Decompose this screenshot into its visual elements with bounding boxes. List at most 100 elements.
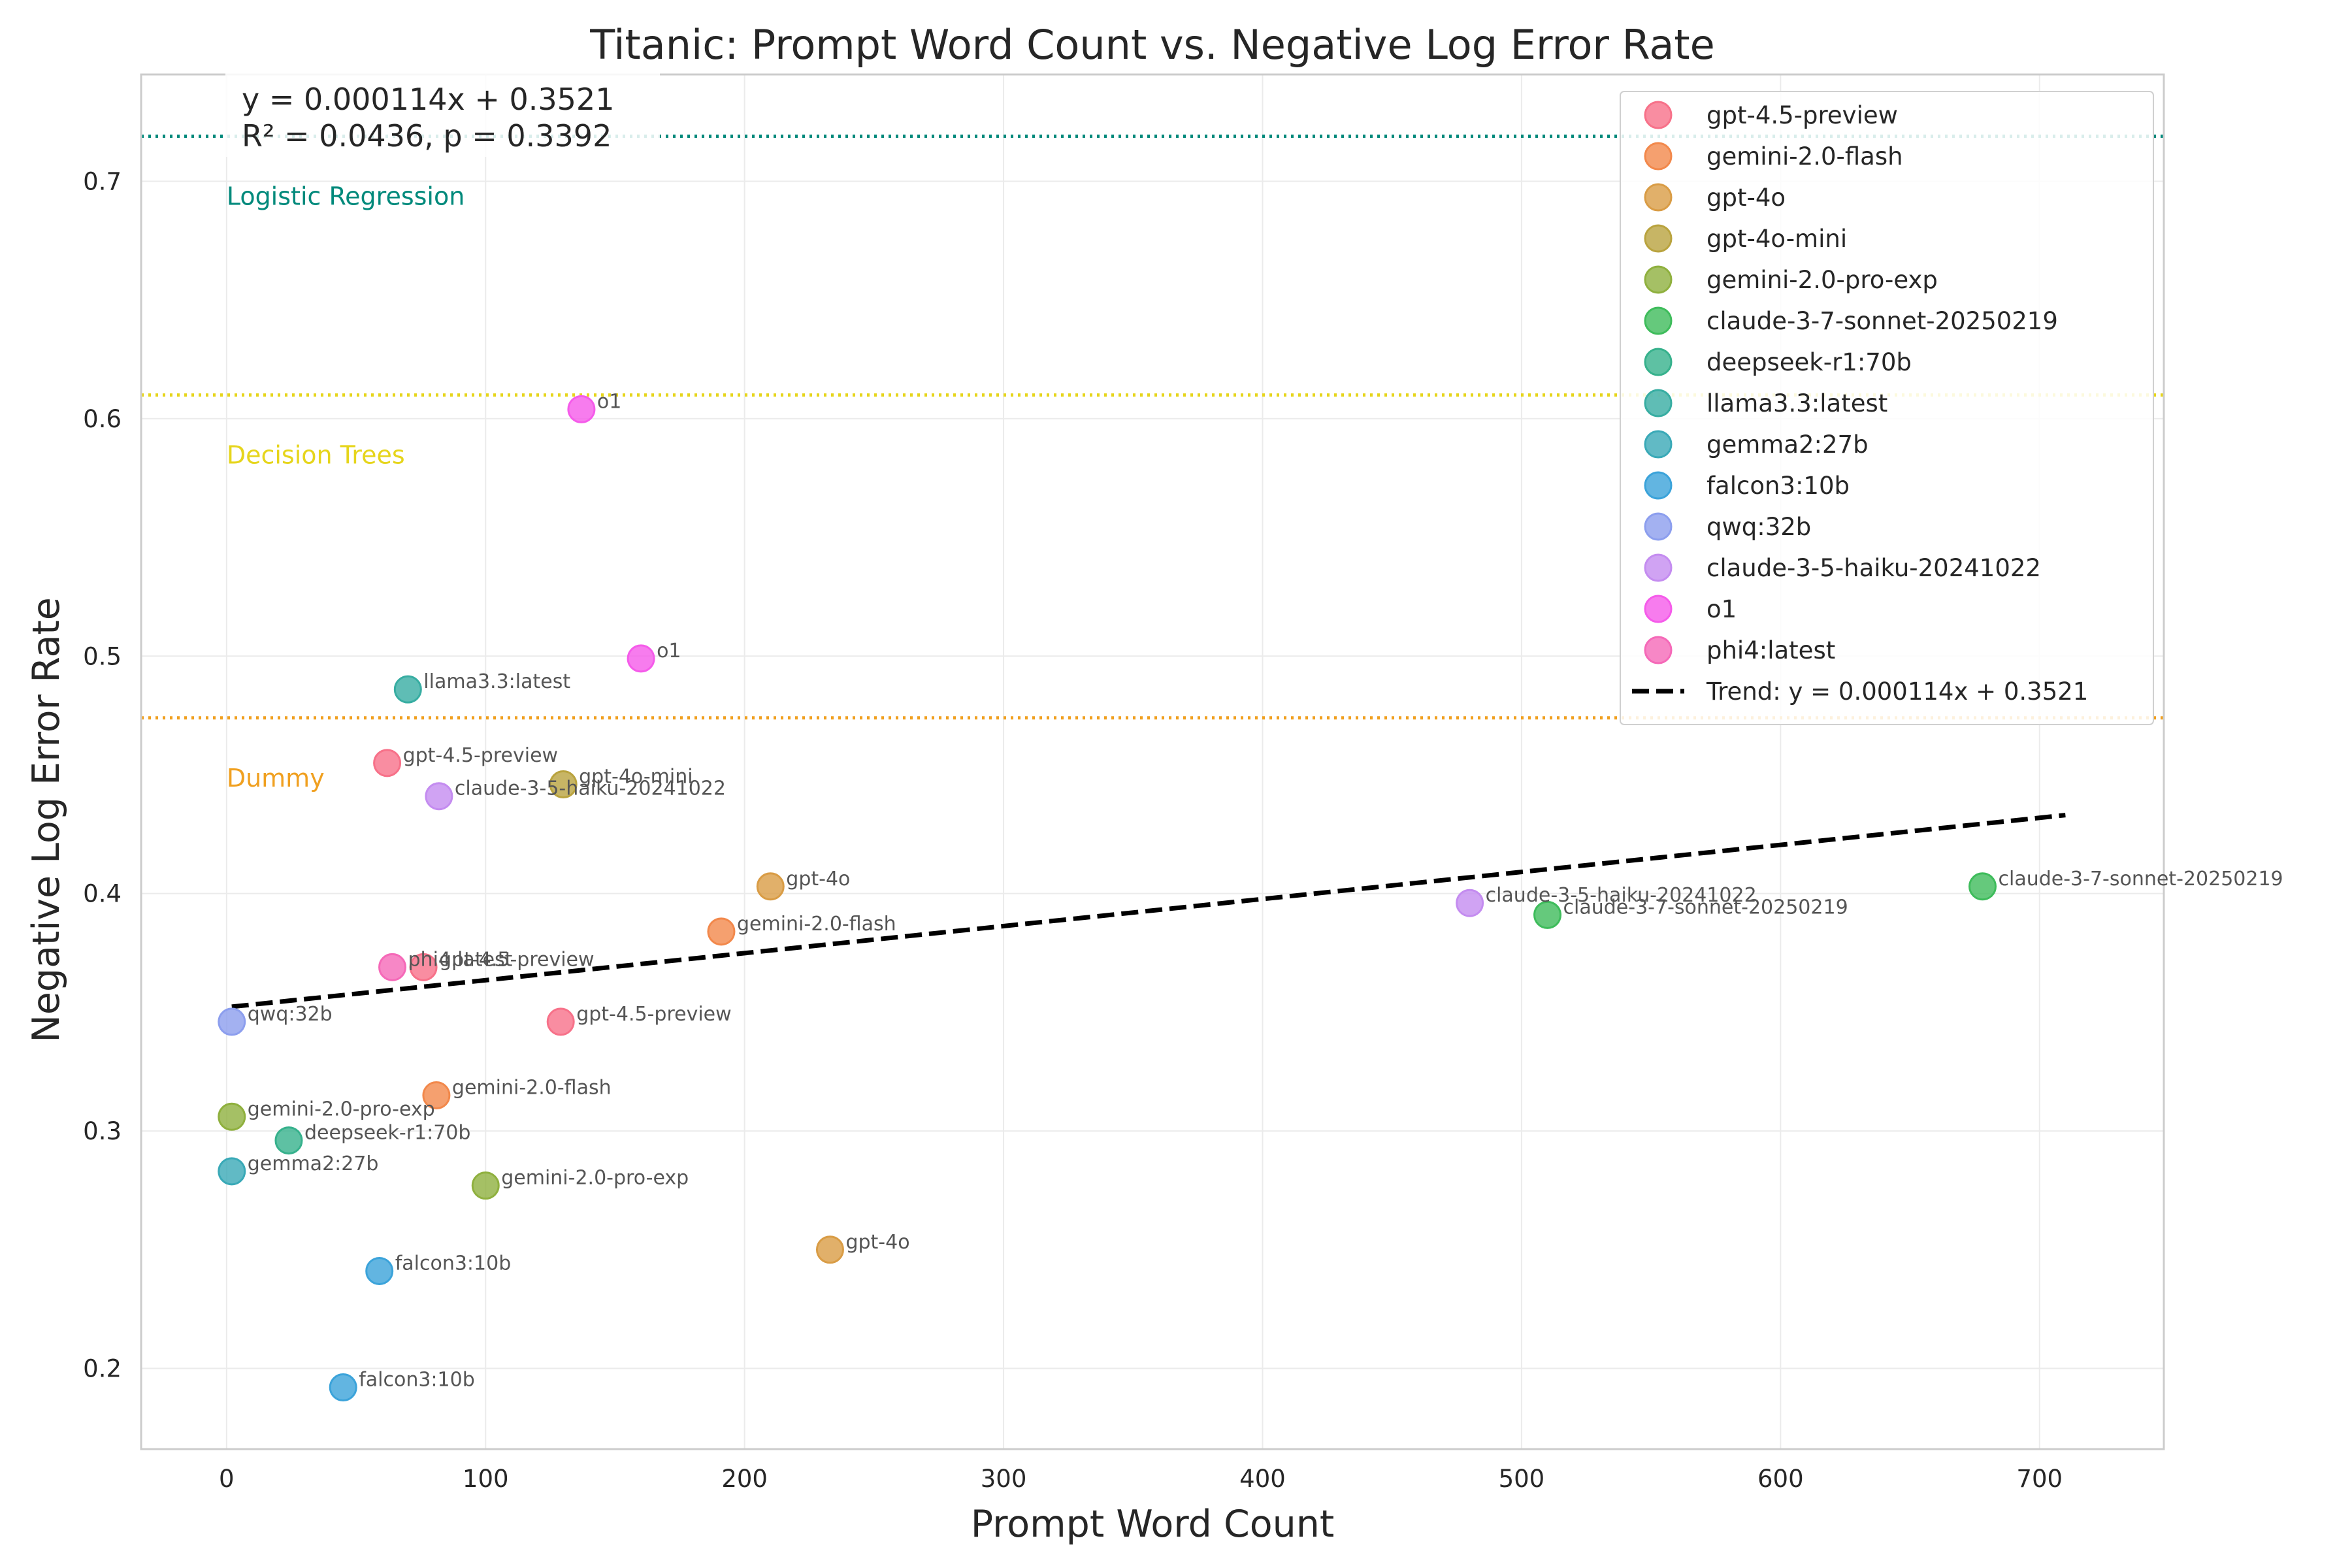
reference-line-label: Dummy <box>227 764 325 792</box>
x-axis-label: Prompt Word Count <box>971 1503 1335 1546</box>
data-point <box>567 395 596 423</box>
x-tick-label: 200 <box>721 1465 768 1493</box>
legend-marker <box>1644 553 1673 582</box>
x-tick-label: 700 <box>2016 1465 2063 1493</box>
data-point <box>1533 900 1562 929</box>
legend-marker <box>1644 430 1673 459</box>
legend-entry-label: gpt-4.5-preview <box>1707 101 1898 129</box>
chart-title: Titanic: Prompt Word Count vs. Negative … <box>589 21 1715 69</box>
data-point-label: falcon3:10b <box>359 1369 475 1392</box>
data-point <box>218 1007 246 1036</box>
data-point <box>422 1081 451 1110</box>
legend-entry-label: llama3.3:latest <box>1707 389 1887 417</box>
data-point <box>373 749 402 777</box>
y-tick-label: 0.4 <box>83 880 122 908</box>
legend-entry-label: gemini-2.0-flash <box>1707 142 1903 171</box>
legend-marker <box>1644 306 1673 335</box>
x-axis-ticks: 0 100 200 300 400 500 600 700 <box>219 1465 2063 1493</box>
legend-entry-label: gpt-4o <box>1707 184 1786 212</box>
data-point <box>471 1171 500 1200</box>
trend-line-path <box>231 813 2066 1009</box>
data-point <box>329 1373 357 1402</box>
legend-box <box>1620 91 2154 725</box>
data-point <box>1456 889 1484 917</box>
x-tick-label: 600 <box>1757 1465 1804 1493</box>
data-point-label: claude-3-7-sonnet-20250219 <box>1563 896 1848 919</box>
y-tick-label: 0.6 <box>83 405 122 433</box>
data-point <box>815 1235 844 1264</box>
data-point-label: deepseek-r1:70b <box>304 1122 470 1145</box>
data-point-label: gemini-2.0-flash <box>452 1077 612 1100</box>
data-point-label: qwq:32b <box>248 1003 333 1026</box>
data-point <box>627 644 655 673</box>
legend-entry-label: claude-3-7-sonnet-20250219 <box>1707 307 2058 335</box>
data-point <box>365 1256 394 1285</box>
legend: gpt-4.5-preview gemini-2.0-flash gpt-4o gpt… <box>1620 91 2154 725</box>
point-labels: gpt-4.5-preview gpt-4.5-preview gpt-4.5-pr… <box>248 390 2283 1391</box>
equation-line: y = 0.000114x + 0.3521 <box>242 82 614 117</box>
data-point <box>274 1126 303 1155</box>
legend-marker <box>1644 595 1673 623</box>
legend-entry-label: gemma2:27b <box>1707 431 1869 459</box>
data-point-label: gpt-4.5-preview <box>403 744 558 767</box>
data-point-label: gpt-4o <box>786 868 850 890</box>
trend-line <box>231 813 2066 1009</box>
legend-trend-label: Trend: y = 0.000114x + 0.3521 <box>1706 678 2088 706</box>
data-point <box>218 1157 246 1186</box>
data-point-label: llama3.3:latest <box>423 670 570 693</box>
data-point-label: gemini-2.0-flash <box>737 913 896 936</box>
legend-marker <box>1644 142 1673 171</box>
data-point <box>393 675 422 704</box>
data-point-label: falcon3:10b <box>395 1252 512 1275</box>
data-point-label: o1 <box>657 640 681 662</box>
legend-entry-label: o1 <box>1707 595 1737 623</box>
data-point <box>707 917 736 946</box>
data-point <box>756 872 785 901</box>
reference-line-label: Logistic Regression <box>227 182 465 210</box>
data-point-label: gemma2:27b <box>248 1152 379 1175</box>
plot-frame <box>140 73 2165 1450</box>
legend-entry-label: falcon3:10b <box>1707 472 1850 500</box>
legend-marker <box>1644 389 1673 417</box>
legend-marker <box>1644 224 1673 253</box>
data-point-label: gpt-4o-mini <box>579 766 693 789</box>
data-point-label: gpt-4o <box>845 1231 909 1254</box>
legend-marker <box>1644 101 1673 129</box>
legend-entry-label: phi4:latest <box>1707 636 1835 664</box>
data-points <box>218 395 1997 1402</box>
data-point-label: claude-3-5-haiku-20241022 <box>1486 884 1757 907</box>
data-point-label: phi4:latest <box>408 948 513 971</box>
legend-marker <box>1644 512 1673 541</box>
data-point-label: claude-3-5-haiku-20241022 <box>455 777 726 800</box>
reference-line-label: Decision Trees <box>227 441 405 470</box>
data-point-label: gemini-2.0-pro-exp <box>501 1167 689 1190</box>
y-tick-label: 0.2 <box>83 1354 122 1382</box>
x-tick-label: 100 <box>463 1465 509 1493</box>
y-axis-label: Negative Log Error Rate <box>25 597 68 1043</box>
data-point <box>409 953 438 981</box>
x-tick-label: 0 <box>219 1465 235 1493</box>
equation-box: y = 0.000114x + 0.3521 R² = 0.0436, p = … <box>225 65 660 157</box>
legend-marker <box>1644 265 1673 294</box>
legend-marker <box>1644 636 1673 664</box>
legend-marker <box>1644 183 1673 212</box>
r-squared-line: R² = 0.0436, p = 0.3392 <box>242 118 612 154</box>
legend-entry-label: gpt-4o-mini <box>1707 225 1847 253</box>
data-point <box>549 770 578 799</box>
x-tick-label: 500 <box>1499 1465 1545 1493</box>
data-point <box>425 782 453 811</box>
legend-marker <box>1644 471 1673 500</box>
legend-entry-label: qwq:32b <box>1707 513 1811 541</box>
y-tick-label: 0.5 <box>83 642 122 670</box>
reference-lines: Logistic Regression Decision Trees Dummy <box>141 134 2164 792</box>
data-point-label: claude-3-7-sonnet-20250219 <box>1999 868 2283 890</box>
data-point-label: gpt-4.5-preview <box>439 948 594 971</box>
data-point <box>546 1007 575 1036</box>
y-axis-ticks: 0.2 0.3 0.4 0.5 0.6 0.7 <box>83 168 122 1383</box>
x-tick-label: 400 <box>1239 1465 1286 1493</box>
data-point-label: gemini-2.0-pro-exp <box>248 1098 435 1120</box>
legend-entry-label: gemini-2.0-pro-exp <box>1707 266 1938 294</box>
data-point-label: gpt-4.5-preview <box>576 1003 731 1026</box>
legend-entry-label: deepseek-r1:70b <box>1707 348 1912 376</box>
